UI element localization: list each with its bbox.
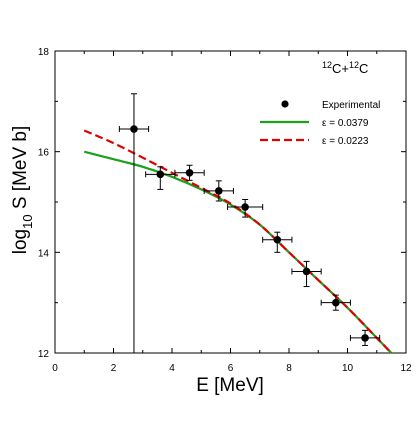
x-tick-label: 0 xyxy=(52,363,58,374)
data-point xyxy=(320,294,351,311)
y-axis-title: log10 S [MeV b] xyxy=(10,126,35,255)
x-tick-label: 8 xyxy=(286,363,292,374)
legend-label-eps2: ε = 0.0223 xyxy=(322,136,369,147)
data-point-marker xyxy=(130,125,138,133)
data-point-marker xyxy=(156,170,165,179)
data-point-marker xyxy=(241,203,249,211)
y-tick-label: 12 xyxy=(38,349,50,360)
annotation-base: C+ xyxy=(332,61,349,76)
data-point xyxy=(349,329,381,346)
legend-label-eps1: ε = 0.0379 xyxy=(322,118,369,129)
data-point-marker xyxy=(361,334,369,342)
experimental-points xyxy=(118,93,381,353)
x-tick-label: 4 xyxy=(169,363,175,374)
x-axis-title: E [MeV] xyxy=(196,375,264,396)
axis-ticks: 0 2 4 6 8 10 12 12 14 16 18 xyxy=(38,47,412,374)
annotation-tail: C xyxy=(359,61,368,76)
y-tick-label: 18 xyxy=(38,47,50,58)
data-point xyxy=(145,166,176,190)
y-tick-label: 16 xyxy=(38,148,50,159)
data-point xyxy=(262,231,293,253)
data-point xyxy=(227,198,264,218)
data-point xyxy=(291,260,322,288)
legend-marker-experimental xyxy=(281,100,289,108)
plot-frame xyxy=(54,50,407,354)
y-tick-label: 14 xyxy=(38,248,50,259)
annotation-sup-2: 12 xyxy=(349,60,359,70)
reaction-annotation: 12C+12C xyxy=(322,60,368,76)
data-point xyxy=(203,180,234,202)
x-tick-label: 6 xyxy=(228,363,234,374)
y-axis-title-rest: S [MeV b] xyxy=(10,126,31,215)
data-point-marker xyxy=(273,235,282,244)
annotation-sup-1: 12 xyxy=(322,60,332,70)
data-point-marker xyxy=(302,267,311,276)
x-tick-label: 10 xyxy=(342,363,354,374)
series-lines xyxy=(83,129,393,354)
y-axis-title-sub: 10 xyxy=(20,214,35,228)
data-point-marker xyxy=(215,187,223,195)
y-axis-title-log: log xyxy=(10,229,31,254)
legend: Experimental ε = 0.0379 ε = 0.0223 xyxy=(260,100,380,147)
x-tick-label: 2 xyxy=(111,363,117,374)
data-point xyxy=(174,164,205,181)
x-tick-label: 12 xyxy=(400,363,412,374)
series-line-1 xyxy=(83,150,393,354)
legend-label-experimental: Experimental xyxy=(322,100,380,111)
data-point-marker xyxy=(332,298,340,307)
data-point-marker xyxy=(185,169,194,177)
data-point xyxy=(118,93,150,353)
